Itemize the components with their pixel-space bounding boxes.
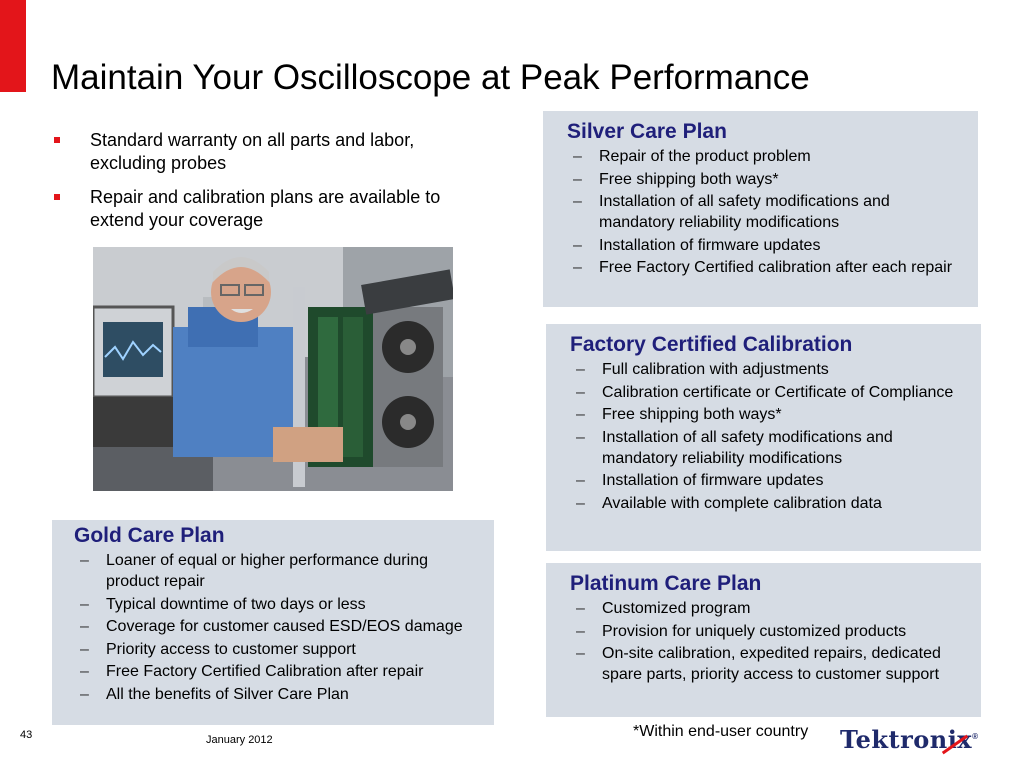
dash-bullet-icon: –: [576, 622, 585, 640]
square-bullet-icon: [54, 137, 60, 143]
bullet-item: Repair and calibration plans are availab…: [52, 186, 492, 232]
bullet-text: Standard warranty on all parts and labor…: [90, 130, 415, 173]
list-item-text: Installation of firmware updates: [599, 236, 821, 254]
list-item: – All the benefits of Silver Care Plan: [74, 684, 476, 705]
plan-item-list: – Loaner of equal or higher performance d…: [74, 550, 476, 705]
dash-bullet-icon: –: [80, 663, 89, 680]
slide-date: January 2012: [206, 734, 273, 746]
bullet-item: Standard warranty on all parts and labor…: [52, 129, 492, 175]
list-item: – Free Factory Certified calibration afte…: [567, 257, 960, 278]
list-item-text: Typical downtime of two days or less: [106, 595, 366, 613]
dash-bullet-icon: –: [573, 148, 582, 165]
list-item: – Free shipping both ways*: [570, 404, 963, 425]
dash-bullet-icon: –: [576, 494, 585, 512]
list-item: – Available with complete calibration dat…: [570, 493, 963, 514]
list-item-text: Calibration certificate or Certificate o…: [602, 383, 954, 401]
plan-item-list: – Full calibration with adjustments – Cali…: [570, 359, 963, 514]
list-item-text: Repair of the product problem: [599, 148, 811, 165]
dash-bullet-icon: –: [573, 170, 582, 188]
dash-bullet-icon: –: [573, 236, 582, 254]
dash-bullet-icon: –: [576, 600, 585, 617]
list-item: – Repair of the product problem: [567, 146, 960, 167]
list-item-text: Installation of all safety modifications…: [599, 193, 890, 231]
square-bullet-icon: [54, 194, 60, 200]
technician-photo: [93, 247, 453, 491]
registered-mark: ®: [972, 732, 979, 741]
list-item-text: Free Factory Certified Calibration after…: [106, 663, 424, 680]
gold-care-plan-panel: Gold Care Plan – Loaner of equal or highe…: [52, 520, 494, 725]
list-item: – Free Factory Certified Calibration afte…: [74, 661, 476, 682]
dash-bullet-icon: –: [80, 618, 89, 635]
list-item-text: Provision for uniquely customized produc…: [602, 622, 907, 640]
list-item: – Installation of firmware updates: [567, 235, 960, 256]
dash-bullet-icon: –: [576, 472, 585, 489]
list-item: – Installation of firmware updates: [570, 470, 963, 491]
dash-bullet-icon: –: [573, 259, 582, 276]
dash-bullet-icon: –: [576, 645, 585, 662]
tektronix-logo: Tektronix®: [840, 725, 979, 755]
accent-bar: [0, 0, 26, 92]
silver-care-plan-panel: Silver Care Plan – Repair of the product …: [543, 111, 978, 307]
dash-bullet-icon: –: [576, 361, 585, 378]
list-item-text: Free Factory Certified calibration after…: [599, 259, 953, 276]
list-item: – Loaner of equal or higher performance d…: [74, 550, 476, 592]
list-item: – Priority access to customer support: [74, 639, 476, 660]
list-item: – Provision for uniquely customized produ…: [570, 621, 963, 642]
list-item: – Free shipping both ways*: [567, 169, 960, 190]
list-item-text: Available with complete calibration data: [602, 494, 882, 512]
list-item-text: Full calibration with adjustments: [602, 361, 829, 378]
list-item: – Customized program: [570, 598, 963, 619]
footnote: *Within end-user country: [633, 723, 809, 740]
list-item-text: Customized program: [602, 600, 751, 617]
list-item-text: Coverage for customer caused ESD/EOS dam…: [106, 618, 463, 635]
list-item-text: Free shipping both ways*: [599, 170, 779, 188]
bullet-text: Repair and calibration plans are availab…: [90, 187, 441, 230]
plan-item-list: – Repair of the product problem – Free shi…: [567, 146, 960, 278]
list-item: – Typical downtime of two days or less: [74, 594, 476, 615]
dash-bullet-icon: –: [80, 640, 89, 658]
list-item: – Installation of all safety modification…: [570, 427, 963, 469]
dash-bullet-icon: –: [80, 595, 89, 613]
panel-title: Silver Care Plan: [567, 120, 727, 143]
dash-bullet-icon: –: [576, 383, 585, 401]
logo-text: Tektronix: [840, 725, 973, 754]
dash-bullet-icon: –: [80, 685, 89, 703]
list-item-text: Installation of all safety modifications…: [602, 428, 893, 467]
panel-title: Platinum Care Plan: [570, 572, 762, 595]
list-item-text: Free shipping both ways*: [602, 406, 782, 423]
list-item-text: Loaner of equal or higher performance du…: [106, 552, 428, 590]
panel-title: Factory Certified Calibration: [570, 333, 853, 356]
list-item: – Calibration certificate or Certificate …: [570, 382, 963, 403]
panel-title: Gold Care Plan: [74, 524, 225, 547]
list-item-text: On-site calibration, expedited repairs, …: [602, 645, 941, 683]
factory-certified-calibration-panel: Factory Certified Calibration – Full cali…: [546, 324, 981, 551]
platinum-care-plan-panel: Platinum Care Plan – Customized program –…: [546, 563, 981, 717]
list-item-text: Priority access to customer support: [106, 640, 356, 658]
dash-bullet-icon: –: [573, 193, 582, 210]
plan-item-list: – Customized program – Provision for uniqu…: [570, 598, 963, 685]
slide-title: Maintain Your Oscilloscope at Peak Perfo…: [51, 58, 810, 97]
dash-bullet-icon: –: [80, 552, 89, 569]
list-item: – Coverage for customer caused ESD/EOS da…: [74, 616, 476, 637]
intro-bullet-list: Standard warranty on all parts and labor…: [52, 129, 492, 243]
dash-bullet-icon: –: [576, 406, 585, 423]
list-item: – Installation of all safety modification…: [567, 191, 960, 233]
list-item-text: Installation of firmware updates: [602, 472, 824, 489]
list-item: – Full calibration with adjustments: [570, 359, 963, 380]
page-number: 43: [20, 729, 33, 741]
list-item-text: All the benefits of Silver Care Plan: [106, 685, 349, 703]
list-item: – On-site calibration, expedited repairs,…: [570, 643, 963, 685]
dash-bullet-icon: –: [576, 428, 585, 446]
